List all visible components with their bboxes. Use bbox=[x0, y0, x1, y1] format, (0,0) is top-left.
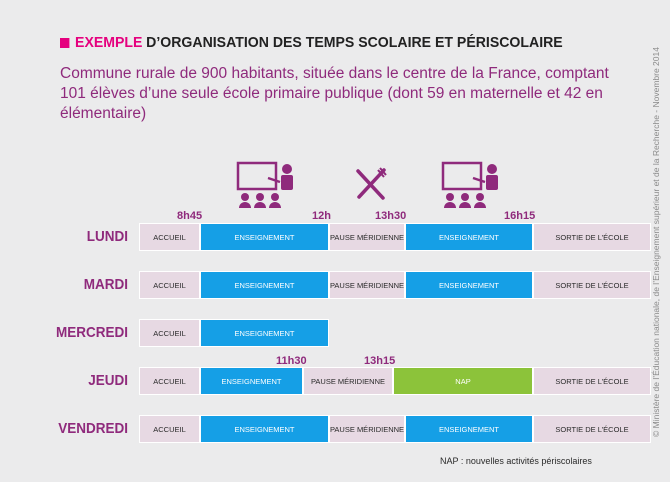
time-label-16h15: 16h15 bbox=[504, 210, 536, 222]
segment-pause-meridienne: PAUSE MÉRIDIENNE bbox=[329, 223, 405, 251]
segment-enseignement: ENSEIGNEMENT bbox=[200, 223, 329, 251]
segment-accueil: ACCUEIL bbox=[139, 415, 200, 443]
time-label-13h30: 13h30 bbox=[375, 210, 407, 222]
title-text: D’ORGANISATION DES TEMPS SCOLAIRE ET PÉR… bbox=[146, 34, 563, 51]
day-label-mardi: MARDI bbox=[83, 276, 128, 293]
schedule-row-mardi: ACCUEIL ENSEIGNEMENT PAUSE MÉRIDIENNE EN… bbox=[139, 271, 651, 299]
day-label-jeudi: JEUDI bbox=[88, 372, 128, 389]
segment-nap: NAP bbox=[393, 367, 533, 395]
chart-title: EXEMPLE D’ORGANISATION DES TEMPS SCOLAIR… bbox=[60, 34, 563, 51]
segment-accueil: ACCUEIL bbox=[139, 319, 200, 347]
classroom-teacher-icon bbox=[441, 161, 498, 208]
segment-enseignement: ENSEIGNEMENT bbox=[200, 319, 329, 347]
time-label-11h30: 11h30 bbox=[276, 355, 307, 367]
day-label-lundi: LUNDI bbox=[86, 228, 128, 245]
segment-sortie: SORTIE DE L’ÉCOLE bbox=[533, 223, 651, 251]
schedule-row-jeudi: ACCUEIL ENSEIGNEMENT PAUSE MÉRIDIENNE NA… bbox=[139, 367, 651, 395]
time-label-8h45: 8h45 bbox=[177, 210, 203, 222]
segment-enseignement: ENSEIGNEMENT bbox=[200, 271, 329, 299]
schedule-row-vendredi: ACCUEIL ENSEIGNEMENT PAUSE MÉRIDIENNE EN… bbox=[139, 415, 651, 443]
segment-enseignement: ENSEIGNEMENT bbox=[200, 415, 329, 443]
segment-accueil: ACCUEIL bbox=[139, 223, 200, 251]
title-bullet-square bbox=[60, 37, 70, 48]
segment-pause-meridienne: PAUSE MÉRIDIENNE bbox=[303, 367, 393, 395]
footnote-nap: NAP : nouvelles activités périscolaires bbox=[440, 456, 592, 466]
fork-knife-icon bbox=[356, 167, 387, 200]
segment-enseignement: ENSEIGNEMENT bbox=[200, 367, 303, 395]
schedule-row-lundi: ACCUEIL ENSEIGNEMENT PAUSE MÉRIDIENNE EN… bbox=[139, 223, 651, 251]
time-label-13h15: 13h15 bbox=[364, 355, 396, 367]
classroom-teacher-icon bbox=[236, 161, 293, 208]
title-highlight: EXEMPLE bbox=[75, 34, 143, 51]
subtitle: Commune rurale de 900 habitants, située … bbox=[60, 65, 609, 122]
segment-pause-meridienne: PAUSE MÉRIDIENNE bbox=[329, 415, 405, 443]
schedule-row-mercredi: ACCUEIL ENSEIGNEMENT bbox=[139, 319, 329, 347]
segment-enseignement: ENSEIGNEMENT bbox=[405, 271, 533, 299]
segment-sortie: SORTIE DE L’ÉCOLE bbox=[533, 415, 651, 443]
day-label-mercredi: MERCREDI bbox=[55, 324, 128, 341]
segment-accueil: ACCUEIL bbox=[139, 367, 200, 395]
segment-sortie: SORTIE DE L’ÉCOLE bbox=[533, 367, 651, 395]
side-credit-text: © Ministère de l’Éducation nationale, de… bbox=[651, 47, 661, 437]
segment-sortie: SORTIE DE L’ÉCOLE bbox=[533, 271, 651, 299]
segment-accueil: ACCUEIL bbox=[139, 271, 200, 299]
segment-pause-meridienne: PAUSE MÉRIDIENNE bbox=[329, 271, 405, 299]
day-label-vendredi: VENDREDI bbox=[58, 420, 128, 437]
segment-enseignement: ENSEIGNEMENT bbox=[405, 223, 533, 251]
time-label-12h: 12h bbox=[312, 210, 331, 222]
segment-enseignement: ENSEIGNEMENT bbox=[405, 415, 533, 443]
